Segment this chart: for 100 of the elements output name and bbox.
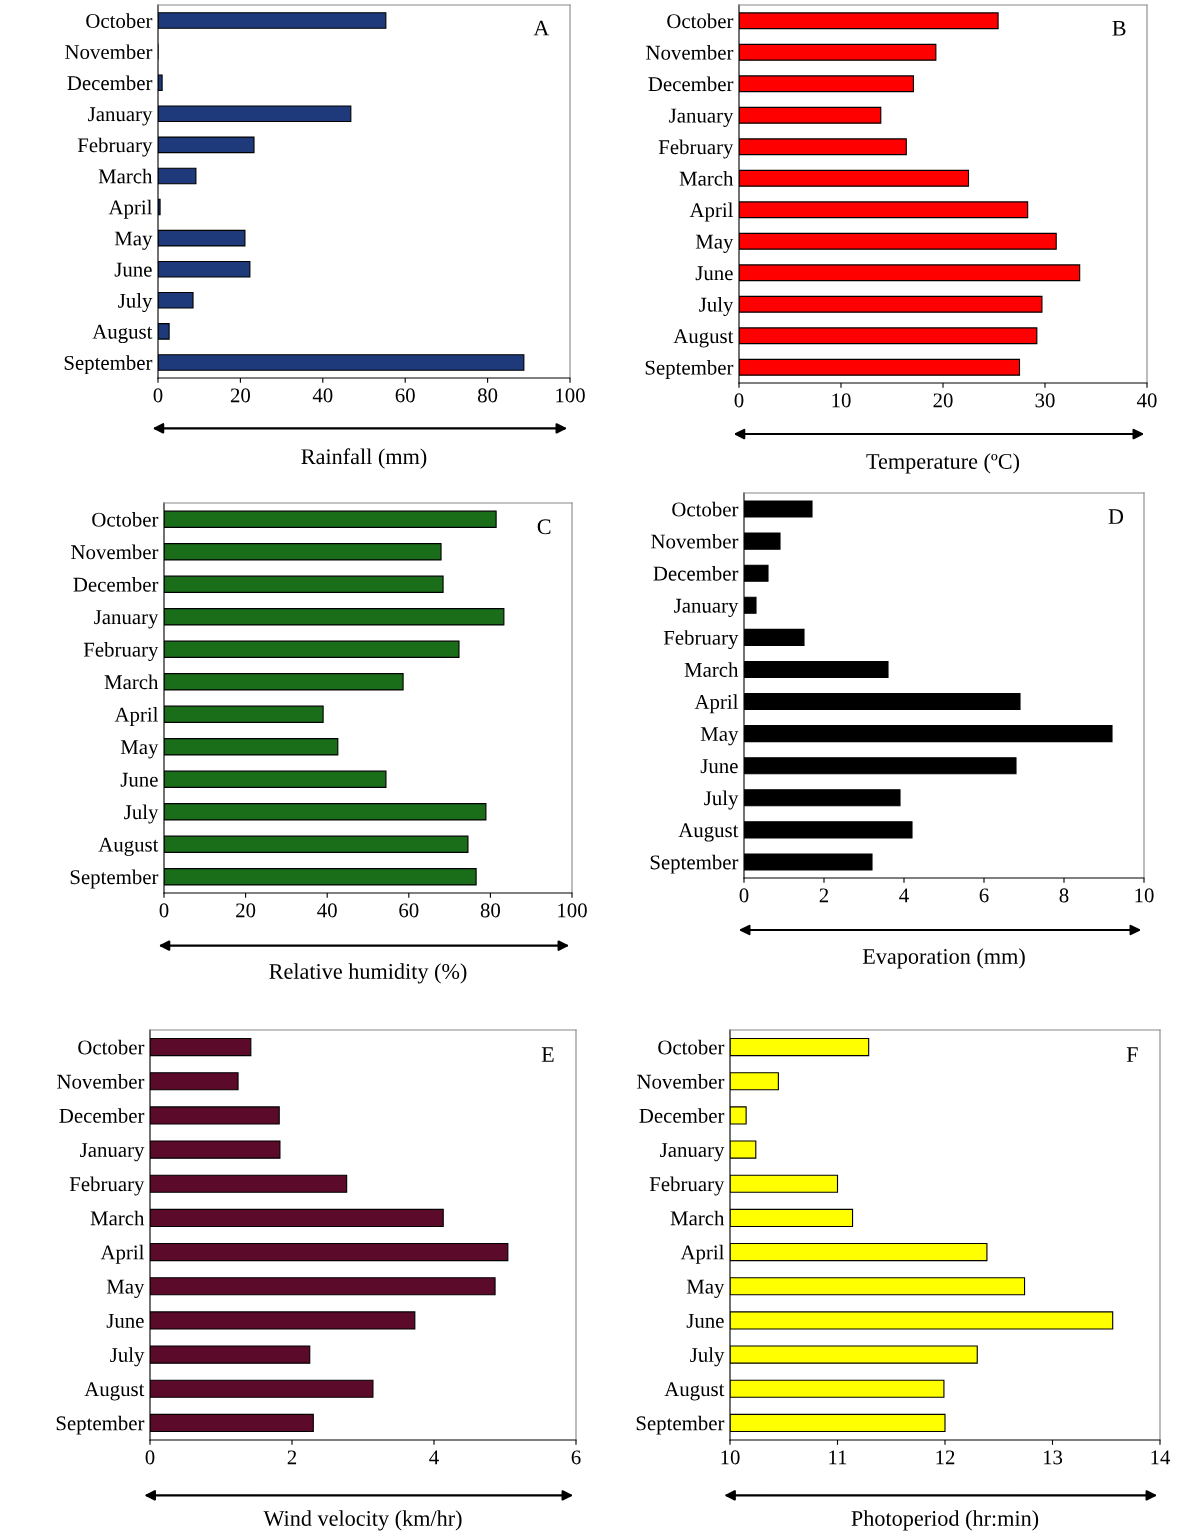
x-tick-label: 40 (317, 903, 337, 918)
x-tick-label: 14 (1151, 1450, 1171, 1465)
y-tick-label: February (663, 630, 739, 650)
x-axis-title: Rainfall (mm) (301, 448, 427, 469)
y-tick-label: November (651, 533, 739, 549)
x-axis-title: Relative humidity (%) (269, 963, 467, 984)
x-tick-label: 20 (933, 393, 953, 408)
y-tick-label: June (114, 262, 152, 277)
x-axis-title: Evaporation (mm) (862, 948, 1025, 969)
y-tick-label: May (120, 740, 159, 759)
annotation: A (533, 20, 550, 36)
x-tick-label: 13 (1043, 1450, 1063, 1465)
y-tick-label: April (108, 199, 153, 219)
annotation: E (541, 1047, 554, 1062)
x-tick-label: 40 (312, 388, 333, 403)
y-tick-label: April (114, 707, 159, 726)
y-tick-label: February (83, 642, 159, 661)
y-tick-label: January (660, 1143, 725, 1162)
y-tick-label: January (94, 610, 159, 629)
y-tick-label: July (124, 804, 159, 824)
y-tick-label: April (694, 694, 739, 714)
y-tick-label: October (86, 13, 153, 28)
y-tick-label: July (118, 293, 153, 313)
y-tick-label: April (689, 202, 734, 222)
y-tick-label: December (653, 565, 739, 581)
x-tick-label: 10 (721, 1450, 740, 1465)
y-tick-label: September (70, 869, 159, 889)
y-tick-label: January (669, 108, 734, 127)
x-tick-label: 4 (429, 1450, 439, 1465)
y-tick-label: October (658, 1039, 725, 1055)
x-tick-label: 0 (159, 903, 169, 918)
x-axis-title: Wind velocity (km/hr) (263, 1510, 462, 1531)
y-tick-label: July (690, 1347, 725, 1367)
x-tick-label: 0 (153, 388, 163, 403)
y-tick-label: March (104, 674, 159, 690)
y-tick-label: October (667, 13, 734, 29)
x-tick-label: 80 (477, 388, 498, 403)
x-tick-label: 20 (236, 903, 256, 918)
x-tick-label: 10 (1135, 888, 1154, 903)
annotation: B (1112, 20, 1126, 36)
y-tick-label: October (92, 512, 159, 527)
y-tick-label: May (695, 234, 734, 253)
y-tick-label: September (64, 355, 153, 375)
y-tick-label: November (65, 44, 153, 60)
x-tick-label: 80 (480, 903, 501, 918)
y-tick-label: February (658, 139, 734, 159)
x-tick-label: 6 (571, 1450, 581, 1465)
annotation: D (1108, 509, 1124, 524)
y-tick-label: July (704, 790, 739, 810)
y-tick-label: December (59, 1108, 145, 1123)
y-tick-label: May (686, 1279, 725, 1298)
x-tick-label: 60 (399, 903, 419, 918)
y-tick-label: June (695, 266, 733, 281)
y-tick-label: December (648, 76, 734, 92)
x-tick-label: 2 (819, 888, 829, 903)
y-tick-label: November (71, 544, 159, 560)
y-tick-label: March (98, 168, 153, 184)
x-tick-label: 11 (829, 1450, 847, 1465)
y-tick-label: December (67, 75, 153, 91)
y-tick-label: June (106, 1314, 144, 1328)
x-tick-label: 20 (230, 388, 251, 403)
y-tick-label: December (73, 577, 159, 592)
x-tick-label: 10 (832, 393, 851, 408)
y-tick-label: May (114, 231, 153, 250)
y-tick-label: June (120, 772, 158, 787)
y-tick-label: September (636, 1415, 725, 1435)
y-tick-label: October (672, 501, 739, 517)
y-tick-label: January (674, 598, 739, 617)
y-tick-label: July (110, 1347, 145, 1367)
y-tick-label: January (80, 1143, 145, 1162)
x-tick-label: 6 (979, 888, 989, 903)
y-tick-label: March (684, 662, 739, 677)
x-axis-title: Temperature (ºC) (866, 453, 1020, 474)
y-tick-label: October (78, 1039, 145, 1055)
x-tick-label: 100 (556, 388, 585, 403)
x-tick-label: 40 (1136, 393, 1157, 408)
y-tick-label: December (639, 1108, 725, 1123)
y-tick-label: November (637, 1074, 725, 1089)
y-tick-label: July (699, 297, 734, 316)
y-tick-label: February (649, 1176, 725, 1196)
y-tick-label: August (673, 329, 734, 348)
y-tick-label: March (90, 1210, 145, 1226)
annotation: C (537, 519, 551, 535)
x-tick-label: 0 (145, 1450, 155, 1465)
y-tick-label: September (56, 1415, 145, 1435)
x-tick-label: 60 (395, 388, 415, 403)
x-tick-label: 4 (899, 888, 909, 903)
y-tick-label: March (670, 1210, 725, 1226)
y-tick-label: August (664, 1382, 725, 1401)
x-tick-label: 30 (1035, 393, 1055, 408)
y-tick-label: August (84, 1382, 145, 1401)
annotation: F (1126, 1047, 1138, 1062)
y-tick-label: June (686, 1314, 724, 1328)
y-tick-label: November (57, 1074, 145, 1089)
y-tick-label: August (92, 324, 153, 344)
x-tick-label: 0 (739, 888, 749, 903)
y-tick-label: November (646, 45, 734, 60)
y-tick-label: August (678, 823, 739, 842)
y-tick-label: June (700, 759, 738, 774)
y-tick-label: September (645, 360, 734, 379)
